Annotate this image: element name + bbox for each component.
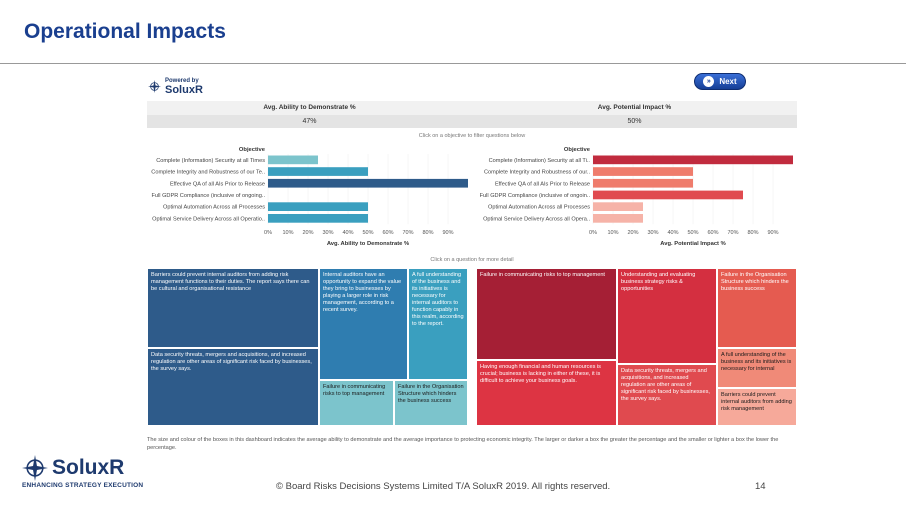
treemap-tile[interactable]: Internal auditors have an opportunity to…: [319, 268, 408, 380]
double-chevron-right-icon: »: [703, 76, 715, 87]
ability-category-label[interactable]: Complete (Information) Security at all T…: [156, 158, 265, 164]
impact-tick-label: 50%: [687, 230, 698, 236]
treemap-tile[interactable]: Data security threats, mergers and acqui…: [617, 364, 717, 426]
treemap-tile[interactable]: Barriers could prevent internal auditors…: [147, 268, 319, 348]
kpi-ability-label: Avg. Ability to Demonstrate %: [147, 101, 472, 115]
impact-bar[interactable]: [593, 155, 793, 165]
page-number: 14: [755, 481, 766, 492]
treemap-tile[interactable]: Failure in the Organisation Structure wh…: [394, 380, 468, 426]
impact-category-label[interactable]: Complete Integrity and Robustness of our…: [484, 170, 590, 176]
ability-tick-label: 30%: [322, 230, 333, 236]
ability-bar[interactable]: [268, 214, 368, 223]
impact-bar[interactable]: [593, 190, 743, 200]
impact-bar[interactable]: [593, 202, 643, 211]
ability-tick-label: 40%: [342, 230, 353, 236]
ability-bar[interactable]: [268, 202, 368, 211]
next-button-label: Next: [719, 77, 737, 86]
question-detail-hint: Click on a question for more detail: [430, 257, 514, 263]
impact-tick-label: 80%: [747, 230, 758, 236]
impact-category-label[interactable]: Complete (Information) Security at all T…: [489, 158, 591, 164]
ability-category-label[interactable]: Effective QA of all AIs Prior to Release: [170, 181, 265, 187]
ability-category-header: Objective: [239, 147, 266, 153]
kpi-impact-label: Avg. Potential Impact %: [472, 101, 797, 115]
ability-category-label[interactable]: Full GDPR Compliance (inclusive of ongoi…: [152, 193, 266, 199]
treemap-tile[interactable]: Failure in the Organisation Structure wh…: [717, 268, 797, 348]
treemap-tile[interactable]: A full understanding of the business and…: [717, 348, 797, 388]
impact-tick-label: 30%: [647, 230, 658, 236]
ability-bar-chart[interactable]: Objective 0% 10% 20% 30% 40% 50% 60% 70% 80% 90% Co…: [140, 143, 475, 253]
ability-category-label[interactable]: Complete Integrity and Robustness of our…: [151, 170, 265, 176]
treemap-tile[interactable]: Having enough financial and human resour…: [476, 360, 617, 426]
logo-tagline: ENHANCING STRATEGY EXECUTION: [22, 482, 144, 489]
impact-tick-label: 10%: [607, 230, 618, 236]
logo-brand: SoluxR: [52, 456, 125, 479]
impact-gridlines: [592, 154, 774, 225]
impact-bar[interactable]: [593, 214, 643, 223]
impact-x-axis-label: Avg. Potential Impact %: [660, 241, 726, 247]
powered-by-badge: Powered by SoluxR: [148, 77, 203, 96]
ability-tick-label: 20%: [302, 230, 313, 236]
ability-category-label[interactable]: Optimal Service Delivery Across all Oper…: [152, 216, 265, 222]
treemap-tile[interactable]: Data security threats, mergers and acqui…: [147, 348, 319, 426]
ability-tick-label: 80%: [422, 230, 433, 236]
treemap-tile[interactable]: Failure in communicating risks to top ma…: [476, 268, 617, 360]
slide-title: Operational Impacts: [24, 20, 226, 43]
ability-tick-label: 10%: [282, 230, 293, 236]
powered-by-brand: SoluxR: [165, 84, 203, 96]
impact-tick-label: 40%: [667, 230, 678, 236]
kpi-ability-value: 47%: [147, 115, 472, 128]
compass-icon: [148, 79, 161, 93]
question-treemap: Barriers could prevent internal auditors…: [147, 268, 797, 426]
ability-tick-label: 60%: [382, 230, 393, 236]
treemap-tile[interactable]: A full understanding of the business and…: [408, 268, 468, 380]
impact-category-label[interactable]: Effective QA of all AIs Prior to Release: [495, 181, 590, 187]
impact-tick-label: 20%: [627, 230, 638, 236]
impact-tick-label: 90%: [767, 230, 778, 236]
impact-tick-label: 60%: [707, 230, 718, 236]
kpi-impact-value: 50%: [472, 115, 797, 128]
impact-category-label[interactable]: Optimal Service Delivery Across all Oper…: [483, 216, 590, 222]
ability-tick-label: 70%: [402, 230, 413, 236]
ability-bar[interactable]: [268, 178, 468, 188]
treemap-tile[interactable]: Understanding and evaluating business st…: [617, 268, 717, 364]
ability-x-axis-label: Avg. Ability to Demonstrate %: [327, 241, 409, 247]
impact-category-header: Objective: [564, 147, 591, 153]
impact-category-label[interactable]: Optimal Automation Across all Processes: [488, 205, 590, 211]
impact-bar[interactable]: [593, 167, 693, 176]
impact-bar-chart[interactable]: Objective 0% 10% 20% 30% 40% 50% 60% 70% 80% 90% Co…: [465, 143, 800, 253]
objective-filter-hint: Click on a objective to filter questions…: [418, 133, 526, 139]
dashboard-footnote: The size and colour of the boxes in this…: [147, 437, 779, 451]
ability-bar[interactable]: [268, 155, 318, 165]
impact-tick-label: 70%: [727, 230, 738, 236]
impact-tick-label: 0%: [589, 230, 597, 236]
ability-tick-label: 0%: [264, 230, 272, 236]
ability-tick-label: 90%: [442, 230, 453, 236]
impact-category-label[interactable]: Full GDPR Compliance (inclusive of ongoi…: [480, 193, 591, 199]
copyright-notice: © Board Risks Decisions Systems Limited …: [276, 481, 611, 492]
ability-category-label[interactable]: Optimal Automation Across all Processes: [163, 205, 265, 211]
soluxr-logo: SoluxR ENHANCING STRATEGY EXECUTION: [22, 455, 143, 489]
powered-by-label: Powered by: [165, 78, 199, 84]
title-divider: [0, 63, 906, 64]
ability-gridlines: [267, 154, 449, 225]
next-button[interactable]: » Next: [694, 73, 746, 90]
ability-tick-label: 50%: [362, 230, 373, 236]
compass-logo-icon: [22, 455, 48, 481]
treemap-tile[interactable]: Barriers could prevent internal auditors…: [717, 388, 797, 426]
ability-bar[interactable]: [268, 167, 368, 176]
treemap-tile[interactable]: Failure in communicating risks to top ma…: [319, 380, 394, 426]
impact-bar[interactable]: [593, 178, 693, 188]
